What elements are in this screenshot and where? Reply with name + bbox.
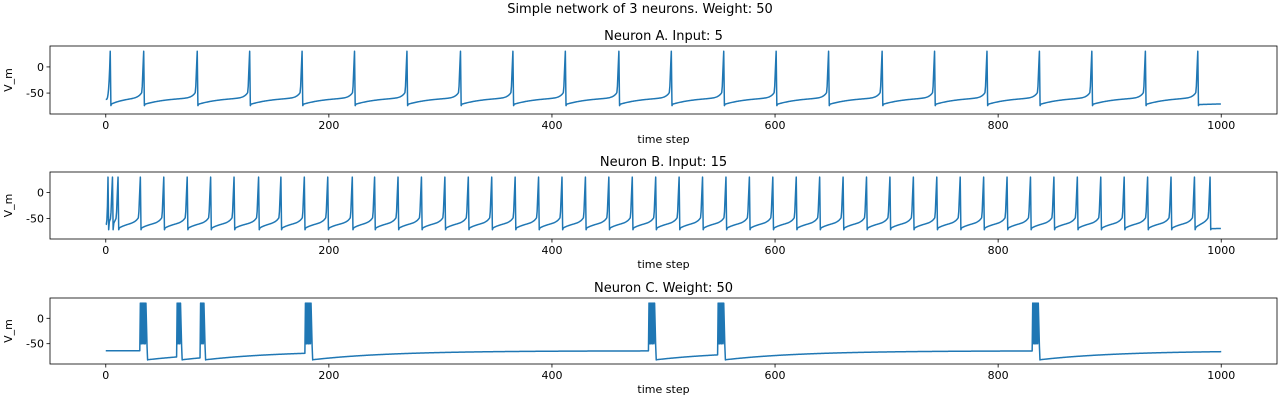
y-tick-label: 0 <box>37 187 44 200</box>
axes-frame <box>49 297 1278 365</box>
subplot-title: Neuron C. Weight: 50 <box>594 281 733 296</box>
x-tick-label: 800 <box>988 369 1009 382</box>
y-tick-label: 0 <box>37 61 44 74</box>
y-axis-label: V_m <box>2 194 15 218</box>
subplot-title: Neuron A. Input: 5 <box>604 29 723 44</box>
membrane-potential-line <box>105 176 1222 231</box>
x-tick-label: 400 <box>541 244 562 257</box>
subplots: Neuron A. Input: 5 0 200 400 600 800 1000 0 -50 t… <box>2 29 1278 396</box>
x-tick-label: 1000 <box>1207 119 1235 132</box>
x-tick-label: 400 <box>541 369 562 382</box>
x-tick-label: 600 <box>765 369 786 382</box>
x-axis-label: time step <box>637 258 689 271</box>
x-tick-label: 1000 <box>1207 369 1235 382</box>
y-tick-label: -50 <box>26 338 44 351</box>
x-tick-label: 200 <box>318 119 339 132</box>
y-tick-label: -50 <box>26 212 44 225</box>
x-tick-label: 400 <box>541 119 562 132</box>
axes-frame <box>49 171 1278 240</box>
x-tick-label: 1000 <box>1207 244 1235 257</box>
x-tick-label: 600 <box>765 119 786 132</box>
y-tick-label: -50 <box>26 87 44 100</box>
x-tick-label: 800 <box>988 244 1009 257</box>
y-tick-label: 0 <box>37 312 44 325</box>
x-axis-label: time step <box>637 383 689 396</box>
subplot-2: Neuron B. Input: 15 0 200 400 600 800 1000 0 -50… <box>2 155 1278 271</box>
x-tick-label: 600 <box>765 244 786 257</box>
x-tick-label: 200 <box>318 244 339 257</box>
x-tick-label: 800 <box>988 119 1009 132</box>
membrane-potential-line <box>105 302 1222 361</box>
figure-suptitle: Simple network of 3 neurons. Weight: 50 <box>507 2 773 17</box>
membrane-potential-line <box>105 50 1222 107</box>
subplot-3: Neuron C. Weight: 50 0 200 400 600 800 1000 0 -5… <box>2 281 1278 396</box>
y-axis-label: V_m <box>2 68 15 92</box>
x-tick-label: 0 <box>102 244 109 257</box>
subplot-title: Neuron B. Input: 15 <box>600 155 727 170</box>
x-axis-label: time step <box>637 133 689 146</box>
x-tick-label: 0 <box>102 119 109 132</box>
axes-frame <box>49 45 1278 115</box>
y-axis-label: V_m <box>2 319 15 343</box>
subplot-1: Neuron A. Input: 5 0 200 400 600 800 1000 0 -50 t… <box>2 29 1278 146</box>
x-tick-label: 0 <box>102 369 109 382</box>
x-tick-label: 200 <box>318 369 339 382</box>
